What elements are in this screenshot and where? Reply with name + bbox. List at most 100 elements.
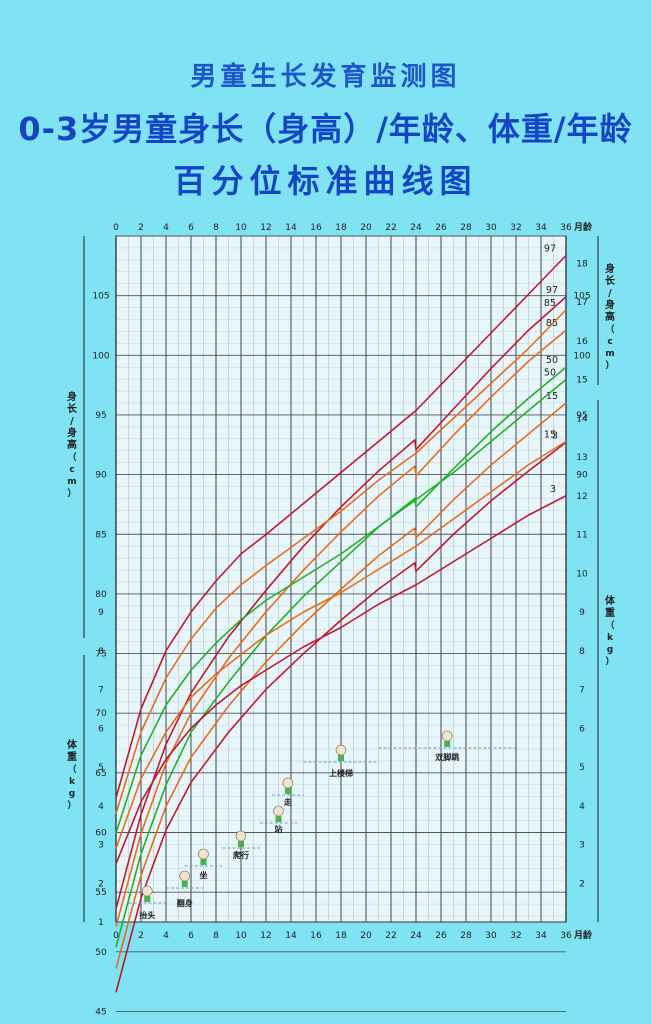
height-axis-title-left-char: 长 [67,402,78,415]
milestone-label: 站 [275,824,283,834]
x-tick-label-bottom: 2 [138,931,144,941]
x-tick-label-top: 4 [163,223,169,233]
weight-tick-label-right: 10 [576,569,588,579]
height-tick-label-left: 45 [95,1007,106,1017]
weight-axis-title-right-char: g [607,645,613,655]
weight-tick-label-right: 2 [579,879,585,889]
height-tick-label-left: 55 [95,888,106,898]
height-tick-label-left: 90 [95,471,107,481]
axes [83,236,599,922]
milestone-label: 爬行 [232,850,249,860]
milestone-figure-body-icon [275,816,282,822]
x-tick-label-bottom: 10 [235,931,247,941]
milestone-label: 走 [283,797,293,807]
x-tick-label-bottom: 0 [113,931,119,941]
weight-tick-label-left: 3 [98,841,104,851]
x-tick-label-top: 6 [188,223,194,233]
height-tick-label-left: 105 [92,292,109,302]
weight-axis-title-right: 体重（ kg） [605,594,616,667]
milestone-figure-body-icon [338,755,344,761]
x-tick-label-top: 34 [535,223,547,233]
x-tick-label-top: 16 [310,223,322,233]
milestone-figure-icon [273,805,284,817]
milestone-figure-body-icon [444,741,451,747]
x-tick-label-top: 14 [285,223,297,233]
weight-tick-label-left: 7 [98,686,104,696]
x-tick-label-bottom: 32 [510,931,521,941]
weight-tick-label-left: 9 [98,608,104,618]
milestone-figure-icon [179,870,191,882]
x-axis-label-bottom: 月龄 [573,929,593,941]
weight-tick-label-left: 8 [98,647,104,657]
weight-curve-p15 [115,440,567,849]
weight-tick-label-right: 18 [576,259,588,269]
height-tick-label-right: 90 [576,471,588,481]
weight-curve-p85 [115,309,567,814]
height-axis-title-left: 身长/身高（cm） [67,390,78,499]
height-tick-label-left: 70 [95,709,107,719]
milestone-figure-body-icon [238,841,244,847]
x-tick-label-bottom: 22 [385,931,396,941]
chart-title-type: 百分位标准曲线图 [173,162,478,200]
x-tick-label-top: 18 [335,223,347,233]
milestone-label: 翻身 [177,898,193,908]
x-tick-label-bottom: 6 [188,931,194,941]
milestone-label: 双脚跳 [435,752,459,762]
x-tick-label-top: 8 [213,223,219,233]
height-curve-p15 [115,402,567,969]
height-tick-label-left: 95 [95,411,106,421]
height-curve-p3 [115,441,567,993]
height-axis-title-left-char: 身 [67,426,77,439]
x-tick-label-bottom: 26 [435,931,447,941]
weight-tick-label-right: 4 [579,802,585,812]
height-axis-title-right-char: m [605,349,614,359]
weight-axis-title-right-char: k [607,633,614,643]
height-tick-label-left: 60 [95,829,107,839]
milestone-figure-body-icon [181,881,188,887]
height-axis-title-right-char: 长 [605,274,616,287]
height-axis-title-right-char: 高 [605,310,615,323]
x-tick-label-top: 32 [510,223,521,233]
x-tick-label-bottom: 34 [535,931,547,941]
milestone-figure-icon [335,744,347,756]
height-axis-title-right-char: / [608,288,612,299]
height-axis-title-left-char: 高 [67,438,77,451]
weight-tick-label-left: 1 [98,918,104,928]
milestone-figure-body-icon [284,788,291,794]
weight-tick-label-right: 11 [576,531,587,541]
height-axis-title-left-char: ） [67,488,76,499]
weight-curve-p50 [115,378,567,834]
weight-curve-label-p15: 15 [544,430,556,441]
x-tick-label-top: 0 [113,223,119,233]
x-tick-label-top: 2 [138,223,144,233]
x-tick-label-top: 12 [260,223,271,233]
milestone-figure-icon [198,848,209,860]
height-tick-label-right: 105 [573,292,590,302]
height-axis-title-left-char: （ [67,452,76,463]
weight-tick-label-left: 2 [98,879,104,889]
weight-tick-label-right: 8 [579,647,585,657]
x-tick-label-top: 26 [435,223,447,233]
weight-axis-title-left-char: （ [67,764,76,775]
height-tick-label-left: 75 [95,650,106,660]
weight-tick-label-right: 14 [576,414,588,424]
height-tick-label-left: 85 [95,530,106,540]
weight-tick-label-right: 5 [579,763,585,773]
height-tick-label-left: 100 [92,351,109,361]
weight-axis-title-left-char: g [69,789,75,799]
weight-axis-title-left-char: k [69,777,76,787]
x-tick-label-top: 10 [235,223,247,233]
height-axis-title-right-char: ） [605,360,614,371]
x-tick-label-bottom: 24 [410,931,422,941]
height-axis-title-right-char: （ [605,324,614,335]
x-tick-label-top: 28 [460,223,472,233]
height-axis-title-left-char: / [70,416,74,427]
weight-tick-label-right: 7 [579,686,585,696]
height-tick-label-right: 100 [573,351,590,361]
height-axis-title-right: 身长/身高（cm） [605,262,616,371]
height-curve-label-p15: 15 [546,391,558,402]
milestone-figure-icon [441,730,453,742]
height-axis-title-left-char: 身 [67,390,77,403]
milestone-figure-body-icon [200,859,207,865]
